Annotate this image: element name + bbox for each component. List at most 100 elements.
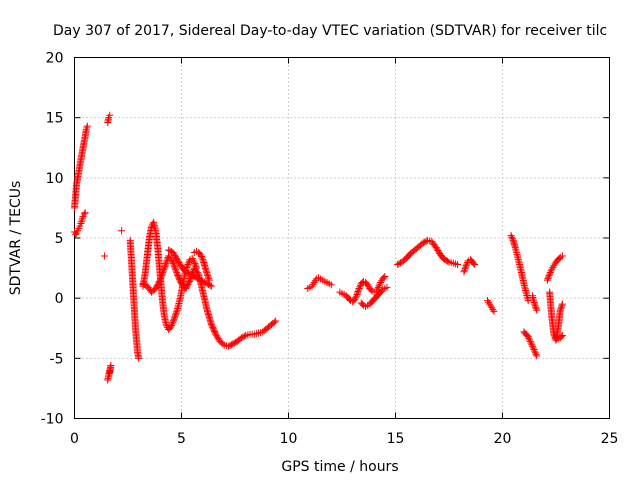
tick-layer: 0 5 10 15 20 25 -10 -5 0 5 10 15 20: [41, 51, 619, 448]
data-point: [454, 260, 462, 268]
data-point-dense: [226, 341, 234, 349]
data-point-dense: [189, 256, 197, 264]
series-arc-17: [484, 297, 498, 315]
data-point-dense: [352, 294, 360, 302]
data-point: [237, 334, 245, 342]
data-point-dense: [309, 280, 317, 288]
data-point: [169, 248, 177, 256]
x-tick-label: 5: [177, 431, 186, 447]
data-point-dense: [442, 256, 450, 264]
data-point-dense: [197, 252, 205, 260]
data-point-dense: [532, 303, 540, 311]
data-point-dense: [159, 267, 167, 275]
data-point-dense: [545, 273, 553, 281]
data-point: [205, 276, 213, 284]
data-point-dense: [170, 250, 178, 258]
data-point: [462, 262, 470, 270]
data-point: [171, 312, 179, 320]
data-point: [135, 354, 143, 362]
x-tick-label: 10: [280, 431, 298, 447]
data-point-dense: [213, 333, 221, 341]
data-point-dense: [549, 263, 557, 271]
data-point: [184, 260, 192, 268]
data-point-dense: [227, 341, 235, 349]
series-arc-14: [357, 283, 391, 311]
data-point-dense: [461, 265, 469, 273]
series-arc-19: [520, 328, 541, 360]
data-point-dense: [169, 260, 177, 268]
data-point-dense: [528, 341, 536, 349]
data-point-dense: [531, 302, 539, 310]
data-point: [139, 280, 147, 288]
data-point: [490, 307, 498, 315]
data-point: [78, 216, 86, 224]
data-point: [546, 270, 554, 278]
data-point-dense: [171, 264, 179, 272]
data-point-dense: [172, 267, 180, 275]
data-point-dense: [525, 334, 533, 342]
data-point: [72, 230, 80, 238]
data-point-dense: [547, 267, 555, 275]
series-arc-3: [100, 252, 108, 260]
data-point-dense: [470, 259, 478, 267]
x-axis-label: GPS time / hours: [281, 459, 398, 475]
data-point: [441, 256, 449, 264]
data-point-dense: [171, 251, 179, 259]
data-point: [156, 276, 164, 284]
data-point-dense: [529, 344, 537, 352]
series-arc-15: [394, 236, 462, 268]
series-arc-9: [139, 252, 280, 350]
data-point-dense: [527, 339, 535, 347]
data-point: [81, 209, 89, 217]
data-point: [351, 295, 359, 303]
series-arc-22: [546, 288, 566, 344]
data-point: [160, 264, 168, 272]
data-point-dense: [172, 309, 180, 317]
data-point: [169, 318, 177, 326]
data-point-dense: [166, 247, 174, 255]
data-point-dense: [239, 333, 247, 341]
data-point: [550, 262, 558, 270]
chart-title: Day 307 of 2017, Sidereal Day-to-day VTE…: [53, 23, 607, 39]
data-point-dense: [196, 276, 204, 284]
data-point: [524, 333, 532, 341]
series-arc-21: [543, 252, 566, 284]
data-point-dense: [83, 124, 91, 132]
series-arc-20: [528, 292, 541, 314]
data-point-dense: [444, 257, 452, 265]
series-arc-18: [507, 232, 532, 305]
series-arc-4: [104, 111, 114, 126]
data-point-dense: [532, 305, 540, 313]
data-point: [488, 304, 496, 312]
data-point: [548, 265, 556, 273]
data-point: [460, 268, 468, 276]
series-arc-11: [190, 247, 213, 284]
data-point-dense: [171, 314, 179, 322]
data-point: [203, 280, 211, 288]
data-point-dense: [198, 254, 206, 262]
data-point-dense: [435, 248, 443, 256]
data-point-dense: [169, 317, 177, 325]
data-point: [229, 340, 237, 348]
data-point: [419, 239, 427, 247]
y-tick-label: 20: [46, 51, 64, 67]
series-arc-5: [104, 362, 115, 384]
data-point-dense: [162, 260, 170, 268]
data-point: [310, 279, 318, 287]
data-point: [167, 323, 175, 331]
data-point: [526, 337, 534, 345]
data-point: [173, 256, 181, 264]
data-point: [543, 276, 551, 284]
data-point: [100, 252, 108, 260]
data-point-dense: [545, 272, 553, 280]
data-point-dense: [356, 283, 364, 291]
data-point-dense: [170, 315, 178, 323]
data-point: [272, 317, 280, 325]
series-arc-8: [139, 218, 200, 333]
data-point-dense: [230, 339, 238, 347]
data-point-dense: [171, 263, 179, 271]
data-point-dense: [532, 350, 540, 358]
data-point: [182, 268, 190, 276]
y-axis-label: SDTVAR / TECUs: [8, 181, 24, 296]
